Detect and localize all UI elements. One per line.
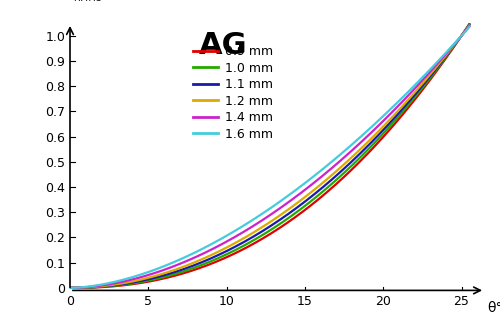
Text: θ°: θ° — [487, 301, 500, 315]
Text: $\mathregular{r_{RATIO}}$ (arb. unit): $\mathregular{r_{RATIO}}$ (arb. unit) — [68, 0, 174, 4]
Text: AG: AG — [199, 31, 248, 60]
Legend: 0.9 mm, 1.0 mm, 1.1 mm, 1.2 mm, 1.4 mm, 1.6 mm: 0.9 mm, 1.0 mm, 1.1 mm, 1.2 mm, 1.4 mm, … — [188, 40, 278, 146]
